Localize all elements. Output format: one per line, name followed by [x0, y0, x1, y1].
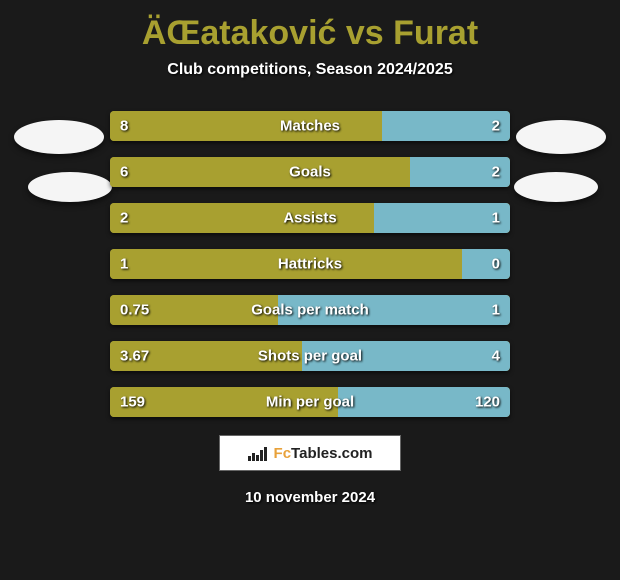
- stat-row: 82Matches: [110, 111, 510, 141]
- metric-label: Matches: [110, 118, 510, 135]
- player-left-badge-2: [28, 172, 112, 202]
- comparison-chart: 82Matches 62Goals 21Assists 10Hattricks 0.75…: [110, 111, 510, 417]
- metric-label: Assists: [110, 210, 510, 227]
- page-title: ÄŒataković vs Furat: [0, 0, 620, 53]
- metric-label: Min per goal: [110, 394, 510, 411]
- stat-row: 3.674Shots per goal: [110, 341, 510, 371]
- logo-prefix: Fc: [274, 445, 292, 462]
- metric-label: Goals: [110, 164, 510, 181]
- stat-row: 10Hattricks: [110, 249, 510, 279]
- metric-label: Shots per goal: [110, 348, 510, 365]
- logo-suffix: Tables.com: [291, 445, 372, 462]
- metric-label: Goals per match: [110, 302, 510, 319]
- metric-label: Hattricks: [110, 256, 510, 273]
- bar-chart-icon: [248, 445, 270, 461]
- player-right-badge-1: [516, 120, 606, 154]
- stat-row: 159120Min per goal: [110, 387, 510, 417]
- player-right-badge-2: [514, 172, 598, 202]
- logo-text: FcTables.com: [274, 445, 373, 462]
- stat-row: 0.751Goals per match: [110, 295, 510, 325]
- player-left-badge-1: [14, 120, 104, 154]
- stat-row: 21Assists: [110, 203, 510, 233]
- stat-row: 62Goals: [110, 157, 510, 187]
- snapshot-date: 10 november 2024: [0, 489, 620, 506]
- page-subtitle: Club competitions, Season 2024/2025: [0, 61, 620, 79]
- fctables-logo: FcTables.com: [219, 435, 401, 471]
